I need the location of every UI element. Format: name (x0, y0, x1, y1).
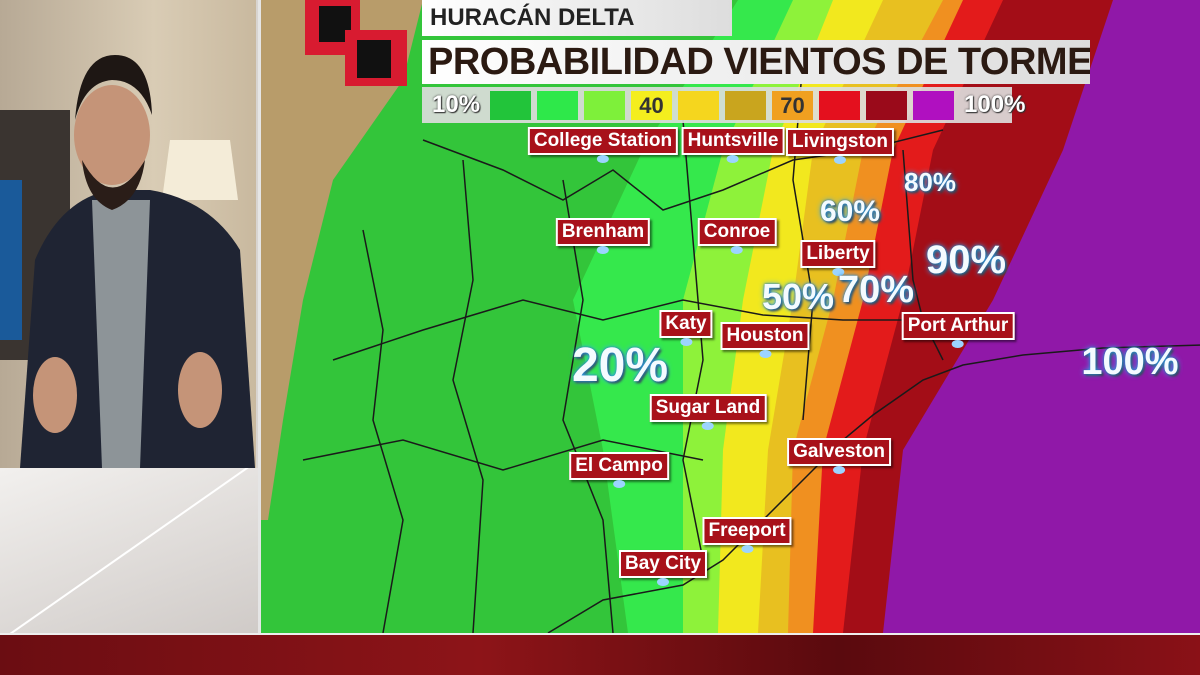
boundary-line (682, 119, 704, 561)
probability-value-label: 60% (819, 195, 881, 228)
city-label: Liberty (800, 240, 876, 276)
probability-value-label: 70% (837, 269, 915, 311)
legend-swatch (584, 90, 626, 120)
legend-min-label: 10% (432, 91, 481, 118)
probability-legend: 10% 40 70 100% (422, 87, 1025, 123)
legend-swatch: 40 (631, 90, 673, 120)
lower-graphic-panel (0, 468, 258, 638)
city-label: Sugar Land (649, 394, 767, 430)
city-label: Galveston (787, 438, 891, 474)
city-label: Bay City (618, 550, 708, 586)
city-label: Katy (659, 310, 713, 346)
legend-swatch (913, 90, 955, 120)
legend-swatch (725, 90, 767, 120)
legend-swatch: 70 (772, 90, 814, 120)
station-logo (305, 0, 415, 88)
city-label: El Campo (569, 452, 669, 488)
city-label: Livingston (785, 128, 895, 164)
city-label: Brenham (555, 218, 651, 254)
probability-band (883, 0, 1200, 633)
boundary-line (562, 179, 614, 634)
bottom-banner (0, 633, 1200, 675)
boundary-line (302, 439, 704, 471)
boundary-line (902, 149, 944, 361)
probability-value-label: 80% (903, 167, 957, 197)
legend-swatch (678, 90, 720, 120)
probability-value-label: 20% (571, 339, 669, 392)
legend-swatch (537, 90, 579, 120)
city-label: Conroe (697, 218, 777, 254)
storm-name-title: HURACÁN DELTA (422, 0, 732, 36)
legend-swatch (490, 90, 532, 120)
city-label: Port Arthur (901, 312, 1015, 348)
city-label: Houston (720, 322, 810, 358)
city-label: Huntsville (681, 127, 785, 163)
legend-swatch (866, 90, 908, 120)
presenter-figure (0, 55, 255, 468)
probability-value-label: 90% (925, 238, 1007, 282)
city-label: College Station (527, 127, 679, 163)
outside-region (261, 0, 423, 520)
legend-swatch (819, 90, 861, 120)
boundary-line (362, 229, 404, 634)
presenter-video (0, 0, 256, 468)
probability-value-label: 100% (1081, 341, 1179, 383)
legend-max-label: 100% (964, 91, 1026, 118)
probability-value-label: 50% (761, 276, 835, 317)
boundary-line (332, 299, 933, 361)
boundary-line (452, 159, 484, 634)
city-label: Freeport (702, 517, 792, 553)
map-title: PROBABILIDAD VIENTOS DE TORMENTA (422, 40, 1090, 84)
